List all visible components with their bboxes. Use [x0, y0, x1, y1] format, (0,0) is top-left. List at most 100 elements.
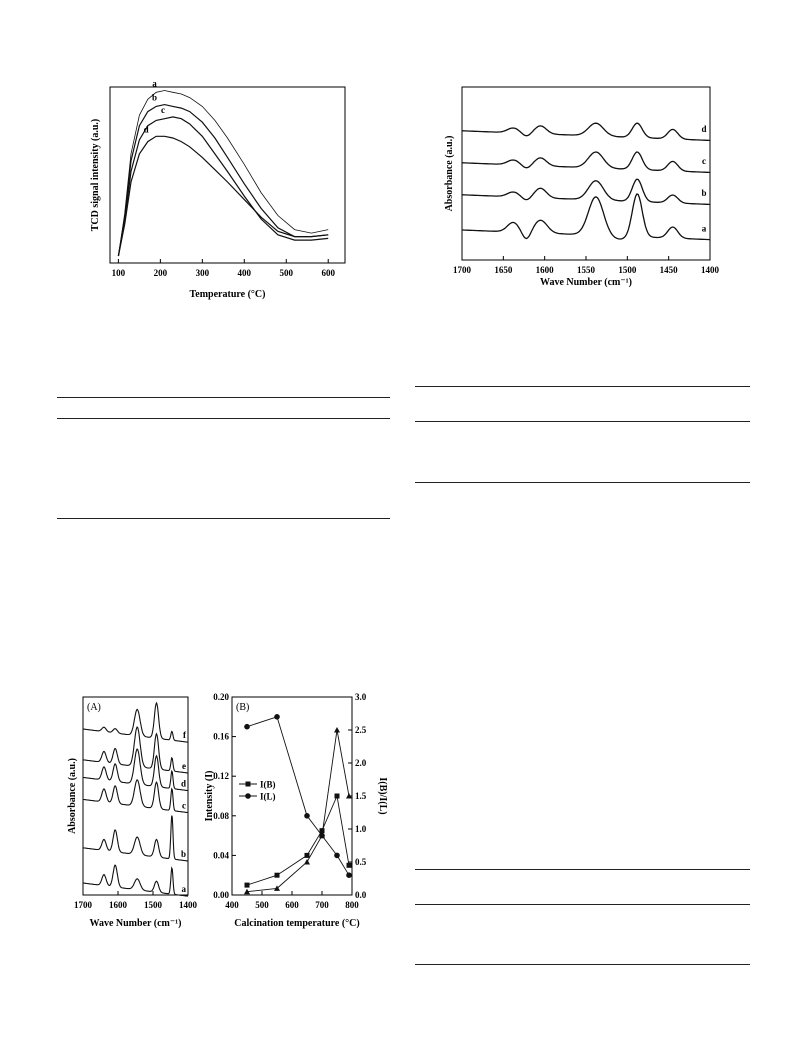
tpd-x-tick-label: 400	[238, 268, 252, 278]
panelB-y-axis-title: Intensity (I)	[204, 771, 215, 822]
panelB-y-tick-label: 0.20	[213, 692, 229, 702]
tpd-x-tick-label: 100	[112, 268, 126, 278]
panelB-y2-tick-label: 2.5	[355, 725, 367, 735]
table-rule	[415, 482, 750, 483]
panelA-series-line-c	[82, 779, 189, 814]
panelB-series-line-2	[246, 729, 350, 893]
panelB-point-square	[334, 793, 340, 799]
panelA-series-line-d	[82, 748, 189, 792]
panelB-y-tick-label: 0.08	[213, 811, 229, 821]
panelB-x-tick-label: 700	[315, 900, 329, 910]
panelB-x-tick-label: 600	[285, 900, 299, 910]
tpd-x-tick-label: 200	[154, 268, 168, 278]
panelB-y2-tick-label: 2.0	[355, 758, 367, 768]
tpd-series-label: a	[152, 79, 157, 89]
panelB-y2-axis-title: I(B)/I(L)	[377, 777, 388, 814]
panelB-point-circle	[274, 714, 280, 720]
panelB-point-square	[274, 872, 280, 878]
panelB-y2-tick-label: 3.0	[355, 692, 367, 702]
tpd-series-label: d	[144, 124, 149, 134]
ir-series-label: a	[702, 223, 707, 233]
tpd-series-label: c	[161, 105, 165, 115]
ir-x-tick-label: 1700	[453, 265, 472, 275]
panelB-y2-tick-label: 1.5	[355, 791, 367, 801]
panelB-x-tick-label: 400	[225, 900, 239, 910]
table-rule	[415, 904, 750, 905]
ir-series-line-a	[462, 193, 710, 241]
tpd-y-axis-title: TCD signal intensity (a.u.)	[90, 119, 101, 232]
ir-x-tick-label: 1600	[536, 265, 555, 275]
ir-series-label: d	[701, 124, 706, 134]
panelB-point-triangle	[244, 888, 250, 895]
panelB-point-square	[244, 882, 250, 888]
panelB-x-tick-label: 800	[345, 900, 359, 910]
panelA-y-axis-title: Absorbance (a.u.)	[67, 758, 78, 834]
panelA-x-tick-label: 1500	[144, 900, 163, 910]
tpd-series-line-b	[117, 103, 329, 257]
tpd-x-axis-title: Temperature (°C)	[190, 289, 266, 300]
panelA-series-label: b	[181, 849, 186, 859]
table-rule	[57, 518, 390, 519]
panelB-y-tick-label: 0.12	[213, 771, 229, 781]
panelB-point-square	[346, 862, 352, 868]
panelA-x-tick-label: 1600	[109, 900, 128, 910]
panelB-x-tick-label: 500	[255, 900, 269, 910]
panelA-series-line-a	[82, 864, 189, 897]
panelB-point-circle	[244, 723, 250, 730]
panelA-series-label: e	[182, 761, 186, 771]
panelB-series-line-0	[246, 794, 350, 886]
panelB-point-triangle	[319, 832, 325, 839]
panelB-y-tick-label: 0.04	[213, 850, 229, 860]
ir-x-tick-label: 1500	[618, 265, 637, 275]
ir-series-label: b	[701, 188, 706, 198]
panelB-legend-circle	[245, 793, 251, 799]
tpd-x-tick-label: 300	[196, 268, 210, 278]
panelA-series-label: d	[181, 778, 186, 788]
panelB-point-square	[304, 852, 310, 858]
tpd-series-label: b	[152, 93, 157, 103]
ir-x-tick-label: 1450	[660, 265, 679, 275]
table-rule	[57, 397, 390, 398]
panelA-x-axis-title: Wave Number (cm⁻¹)	[90, 918, 182, 929]
panelA-series-label: c	[182, 800, 186, 810]
ir-x-axis-title: Wave Number (cm⁻¹)	[540, 277, 632, 288]
panelB-y2-tick-label: 1.0	[355, 824, 367, 834]
tpd-series-line-c	[117, 116, 329, 257]
panelB-label: (B)	[236, 702, 249, 713]
ir-series-line-c	[462, 151, 710, 174]
panelB-x-axis-title: Calcination temperature (°C)	[234, 918, 359, 929]
ir-y-axis-title: Absorbance (a.u.)	[444, 136, 455, 212]
panelA-series-line-b	[82, 815, 189, 862]
panelB-point-circle	[346, 872, 352, 878]
panelA-series-label: a	[182, 884, 187, 894]
panelA-label: (A)	[87, 702, 101, 713]
panelB-point-circle	[304, 813, 310, 819]
panelA-series-label: f	[183, 730, 187, 740]
panelA-plot-frame	[82, 696, 189, 896]
ir-x-tick-label: 1550	[577, 265, 596, 275]
panelB-y2-tick-label: 0.5	[355, 857, 367, 867]
panelB-point-square	[319, 828, 325, 834]
panelB-legend-label: I(L)	[260, 792, 276, 802]
ir-series-line-b	[462, 178, 710, 206]
ir-x-tick-label: 1650	[494, 265, 513, 275]
tpd-x-tick-label: 600	[321, 268, 335, 278]
table-rule	[415, 421, 750, 422]
table-rule	[415, 869, 750, 870]
panelA-x-tick-label: 1700	[74, 900, 93, 910]
panelB-point-triangle	[304, 859, 310, 865]
ir-series-line-d	[462, 122, 710, 142]
ir-series-label: c	[702, 156, 706, 166]
panelB-legend-label: I(B)	[260, 780, 276, 790]
ir-x-tick-label: 1400	[701, 265, 720, 275]
tpd-plot-frame	[109, 86, 346, 264]
panelB-series-line-1	[246, 716, 350, 876]
panelB-point-circle	[334, 852, 340, 859]
panelB-point-triangle	[274, 885, 280, 891]
tpd-series-line-d	[117, 135, 329, 257]
tpd-x-tick-label: 500	[280, 268, 294, 278]
panelA-series-line-e	[82, 726, 189, 774]
panelB-point-triangle	[334, 727, 340, 733]
ir-plot-frame	[461, 86, 711, 261]
panelB-point-triangle	[346, 793, 352, 799]
